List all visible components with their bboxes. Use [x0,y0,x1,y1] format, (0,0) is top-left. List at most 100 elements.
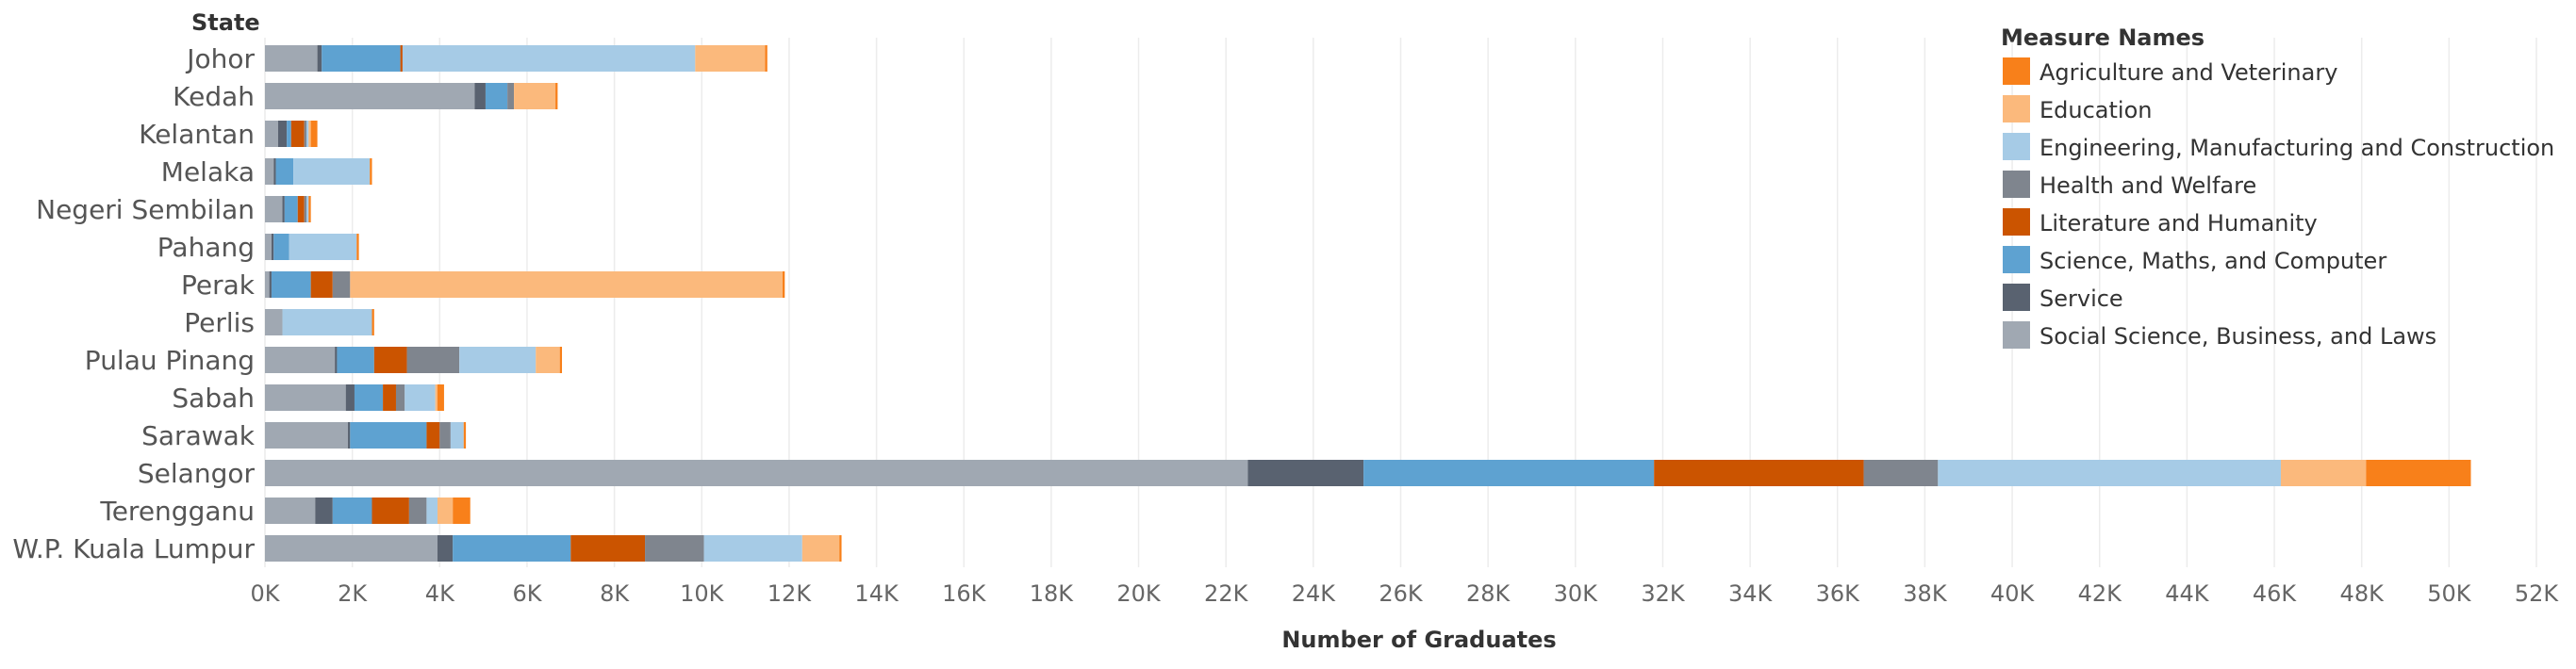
bar-segment[interactable]: Terengganu — Engineering, Manufacturing … [426,498,438,524]
bar-segment[interactable]: Perlis — Social Science, Business, and L… [265,309,283,335]
bar-segment[interactable]: Pulau Pinang — Health and Welfare: 1200 [406,347,460,373]
bar-segment[interactable]: Pahang — Social Science, Business, and L… [265,234,272,260]
bar-segment[interactable]: Pulau Pinang — Science, Maths, and Compu… [337,347,374,373]
bar-segment[interactable]: Kedah — Agriculture and Veterinary: 50 [555,83,558,109]
bar-segment[interactable]: Johor — Engineering, Manufacturing and C… [402,45,696,72]
bar-segment[interactable]: Selangor — Service: 2650 [1247,460,1364,486]
bar-segment[interactable]: Pulau Pinang — Literature and Humanity: … [373,347,407,373]
bar-segment[interactable]: Kelantan — Science, Maths, and Computer:… [287,121,291,147]
bar-segment[interactable]: Melaka — Agriculture and Veterinary: 50 [370,158,372,185]
bar-segment[interactable]: Kelantan — Literature and Humanity: 300 [290,121,305,147]
bar-segment[interactable]: Sarawak — Engineering, Manufacturing and… [450,422,464,449]
bar-segment[interactable]: W.P. Kuala Lumpur — Service: 350 [437,535,454,562]
bar-segment[interactable]: Sarawak — Health and Welfare: 250 [439,422,451,449]
bar-segment[interactable]: Johor — Agriculture and Veterinary: 50 [765,45,768,72]
bar-segment[interactable]: Kedah — Education: 950 [514,83,556,109]
bar-segment[interactable]: Negeri Sembilan — Science, Maths, and Co… [284,196,298,222]
bar-segment[interactable]: Kedah — Service: 250 [474,83,486,109]
bar-segment[interactable]: Negeri Sembilan — Health and Welfare: 50 [304,196,307,222]
bar-segment[interactable]: Pahang — Science, Maths, and Computer: 3… [273,234,289,260]
bar-segment[interactable]: Sarawak — Science, Maths, and Computer: … [350,422,427,449]
bar-segment[interactable]: Johor — Education: 1600 [695,45,766,72]
bar-segment[interactable]: Pulau Pinang — Agriculture and Veterinar… [559,347,563,373]
legend[interactable]: Measure Names Agriculture and Veterinary… [2001,24,2554,350]
bar-segment[interactable]: Selangor — Engineering, Manufacturing an… [1938,460,2281,486]
bar-segment[interactable]: Pulau Pinang — Engineering, Manufacturin… [459,347,537,373]
bar-segment[interactable]: W.P. Kuala Lumpur — Education: 850 [801,535,840,562]
bar-segment[interactable]: Pulau Pinang — Social Science, Business,… [265,347,336,373]
bar-segment[interactable]: Kedah — Social Science, Business, and La… [265,83,475,109]
bar-segment[interactable]: Johor — Social Science, Business, and La… [265,45,318,72]
bar-segment[interactable]: W.P. Kuala Lumpur — Health and Welfare: … [645,535,704,562]
bar-segment[interactable]: Melaka — Service: 50 [273,158,276,185]
bar-segment[interactable]: Kedah — Science, Maths, and Computer: 50… [485,83,508,109]
bar-segment[interactable]: Sabah — Engineering, Manufacturing and C… [405,384,436,411]
bar-segment[interactable]: Pahang — Agriculture and Veterinary: 50 [356,234,359,260]
bar-segment[interactable]: Selangor — Agriculture and Veterinary: 2… [2366,460,2471,486]
bar-segment[interactable]: Pulau Pinang — Service: 50 [335,347,338,373]
legend-item[interactable]: Education [2003,95,2152,123]
bar-segment[interactable]: Perlis — Engineering, Manufacturing and … [282,309,372,335]
bar-segment[interactable]: W.P. Kuala Lumpur — Agriculture and Vete… [839,535,842,562]
bar-segment[interactable]: Sabah — Science, Maths, and Computer: 65… [354,384,384,411]
legend-item[interactable]: Literature and Humanity [2003,208,2318,237]
bar-segment[interactable]: Terengganu — Service: 400 [315,498,333,524]
bar-segment[interactable]: Sarawak — Agriculture and Veterinary: 50 [463,422,467,449]
bar-segment[interactable]: Sabah — Service: 200 [345,384,355,411]
bar-segment[interactable]: Sarawak — Literature and Humanity: 300 [426,422,440,449]
bar-segment[interactable]: W.P. Kuala Lumpur — Engineering, Manufac… [703,535,802,562]
bar-segment[interactable]: Pahang — Service: 50 [271,234,274,260]
bar-segment[interactable]: W.P. Kuala Lumpur — Science, Maths, and … [453,535,571,562]
bar-segment[interactable]: Perak — Literature and Humanity: 500 [310,271,333,298]
bar-segment[interactable]: Negeri Sembilan — Literature and Humanit… [297,196,305,222]
bar-segment[interactable]: Perak — Social Science, Business, and La… [265,271,270,298]
bar-segment[interactable]: Kedah — Health and Welfare: 150 [507,83,515,109]
legend-item[interactable]: Health and Welfare [2003,171,2256,199]
bar-segment[interactable]: W.P. Kuala Lumpur — Literature and Human… [570,535,646,562]
bar-segment[interactable]: Terengganu — Health and Welfare: 400 [408,498,427,524]
legend-item[interactable]: Science, Maths, and Computer [2003,246,2386,274]
bar-segment[interactable]: Pulau Pinang — Education: 550 [536,347,560,373]
bar-segment[interactable]: Sabah — Health and Welfare: 200 [395,384,405,411]
bar-segment[interactable]: Perak — Science, Maths, and Computer: 90… [271,271,311,298]
bar-segment[interactable]: Johor — Service: 100 [317,45,322,72]
bar-segment[interactable]: Perak — Health and Welfare: 400 [332,271,351,298]
bar-segment[interactable]: Selangor — Science, Maths, and Computer:… [1363,460,1655,486]
bar-segment[interactable]: Terengganu — Literature and Humanity: 85… [372,498,409,524]
legend-items[interactable]: Agriculture and Veterinary Education Engin… [2003,57,2554,350]
bar-segment[interactable]: Sabah — Education: 50 [435,384,438,411]
bar-segment[interactable]: Terengganu — Education: 350 [437,498,454,524]
legend-item[interactable]: Social Science, Business, and Laws [2003,321,2436,350]
bar-segment[interactable]: Melaka — Science, Maths, and Computer: 4… [275,158,294,185]
bar-segment[interactable]: Perak — Service: 50 [269,271,272,298]
bar-segment[interactable]: Selangor — Education: 1950 [2280,460,2367,486]
bar-segment[interactable]: Kelantan — Agriculture and Veterinary: 1… [310,121,318,147]
bar-segment[interactable]: Perak — Education: 9900 [350,271,783,298]
bar-segment[interactable]: Negeri Sembilan — Service: 50 [282,196,285,222]
bar-segment[interactable]: Kelantan — Service: 200 [277,121,288,147]
bar-segment[interactable]: Johor — Literature and Humanity: 50 [400,45,403,72]
bar-segment[interactable]: Negeri Sembilan — Engineering, Manufactu… [306,196,309,222]
bar-segment[interactable]: Perak — Agriculture and Veterinary: 50 [782,271,785,298]
legend-item[interactable]: Agriculture and Veterinary [2003,57,2337,86]
bar-segment[interactable]: Selangor — Health and Welfare: 1700 [1863,460,1939,486]
bar-segment[interactable]: Melaka — Social Science, Business, and L… [265,158,274,185]
bar-segment[interactable]: Pahang — Engineering, Manufacturing and … [289,234,357,260]
bar-segment[interactable]: Johor — Science, Maths, and Computer: 18… [322,45,401,72]
legend-item[interactable]: Engineering, Manufacturing and Construct… [2003,133,2554,161]
bar-segment[interactable]: Sabah — Agriculture and Veterinary: 150 [437,384,444,411]
bar-segment[interactable]: Melaka — Engineering, Manufacturing and … [293,158,371,185]
legend-item[interactable]: Service [2003,284,2123,312]
bar-segment[interactable]: Kelantan — Social Science, Business, and… [265,121,278,147]
bar-segment[interactable]: Terengganu — Science, Maths, and Compute… [332,498,372,524]
bar-segment[interactable]: Terengganu — Social Science, Business, a… [265,498,316,524]
bar-segment[interactable]: Sabah — Social Science, Business, and La… [265,384,346,411]
bar-segment[interactable]: Selangor — Social Science, Business, and… [265,460,1248,486]
bar-segment[interactable]: Kelantan — Engineering, Manufacturing an… [306,121,309,147]
bar-segment[interactable]: W.P. Kuala Lumpur — Social Science, Busi… [265,535,438,562]
bar-segment[interactable]: Sarawak — Service: 50 [348,422,351,449]
bar-segment[interactable]: Negeri Sembilan — Social Science, Busine… [265,196,283,222]
bar-segment[interactable]: Selangor — Literature and Humanity: 4800 [1654,460,1864,486]
bar-segment[interactable]: Kelantan — Education: 50 [308,121,311,147]
bar-segment[interactable]: Perlis — Agriculture and Veterinary: 50 [372,309,374,335]
